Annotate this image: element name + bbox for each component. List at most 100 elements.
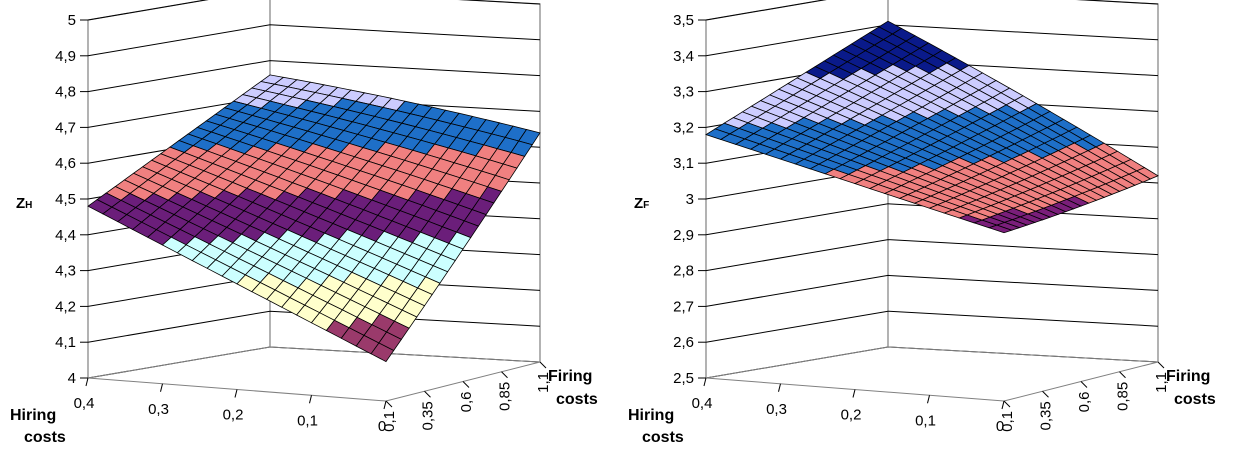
surface-cell	[370, 342, 395, 363]
z-tick-labels: 4 4,1 4,2 4,3 4,4 4,5 4,6 4,7 4,8 4,9 5	[55, 12, 88, 387]
wall-outline	[705, 0, 1159, 378]
z-gridline	[87, 310, 541, 343]
z-tick-label: 2,9	[673, 227, 694, 244]
z-axis-title: ZH	[16, 195, 32, 212]
z-tick-label: 3,3	[673, 84, 694, 101]
x-tick-label: 0,1	[915, 412, 936, 429]
y-tick-labels: 0,1 0,35 0,6 0,85 1,1	[999, 361, 1170, 432]
y-tick-mark	[1119, 371, 1126, 379]
y-tick-mark	[1042, 390, 1049, 398]
y-tick-label: 0,1	[381, 411, 398, 432]
surface	[705, 20, 1159, 234]
z-tick-label: 4,2	[55, 298, 76, 315]
surface-chart-zh: 4 4,1 4,2 4,3 4,4 4,5 4,6 4,7 4,8 4,9 5 0,4 0,3 0,2 0,…	[10, 0, 598, 446]
z-gridline	[87, 60, 541, 93]
z-gridline	[705, 310, 1159, 343]
x-tick-label: 0,3	[148, 401, 169, 418]
y-tick-label: 0,85	[497, 382, 514, 411]
x-axis-title-line1: Hiring	[10, 407, 56, 424]
z-tick-label: 4,6	[55, 155, 76, 172]
z-tick-label: 4,9	[55, 48, 76, 65]
z-tick-label: 5	[68, 12, 76, 29]
z-gridline	[87, 0, 541, 21]
plot-area: 4 4,1 4,2 4,3 4,4 4,5 4,6 4,7 4,8 4,9 5 0,4 0,3 0,2 0,…	[10, 0, 598, 446]
x-tick-mark	[703, 377, 707, 387]
y-axis-title-line2: costs	[1174, 391, 1216, 408]
z-tick-label: 4,7	[55, 119, 76, 136]
x-tick-mark	[309, 395, 312, 404]
surface-cell	[987, 224, 1013, 234]
y-tick-mark	[1003, 400, 1011, 408]
y-tick-labels: 0,1 0,35 0,6 0,85 1,1	[381, 361, 552, 432]
z-axis-title-main: Z	[634, 195, 643, 212]
y-tick-label: 1,1	[1153, 372, 1170, 393]
z-gridline	[705, 346, 1159, 379]
z-axis-title-main: Z	[16, 195, 25, 212]
x-tick-mark	[852, 389, 856, 398]
x-tick-label: 0,2	[223, 407, 244, 424]
y-axis-title-line2: costs	[556, 391, 598, 408]
y-tick-mark	[424, 390, 431, 398]
x-tick-labels: 0,4 0,3 0,2 0,1 0	[692, 377, 1005, 435]
z-tick-label: 4,5	[55, 191, 76, 208]
z-tick-label: 3,1	[673, 155, 694, 172]
x-tick-mark	[778, 383, 781, 392]
y-tick-mark	[385, 400, 393, 408]
z-gridline	[87, 24, 541, 57]
z-gridline	[87, 346, 541, 379]
z-tick-label: 4,3	[55, 263, 76, 280]
y-tick-mark	[462, 381, 470, 388]
x-axis-title-line1: Hiring	[628, 407, 674, 424]
y-tick-mark	[1080, 381, 1088, 388]
z-tick-label: 3,5	[673, 12, 694, 29]
y-tick-label: 1,1	[535, 372, 552, 393]
z-axis-title-sub: F	[643, 200, 649, 211]
x-tick-mark	[85, 377, 89, 387]
z-tick-label: 4,8	[55, 84, 76, 101]
z-tick-label: 3	[686, 191, 694, 208]
surface-chart-zf: 2,5 2,6 2,7 2,8 2,9 3 3,1 3,2 3,3 3,4 3,5 0,4 0,3 0,2…	[628, 0, 1216, 446]
z-gridline	[705, 239, 1159, 272]
z-tick-label: 2,8	[673, 263, 694, 280]
y-tick-label: 0,6	[458, 392, 475, 413]
x-tick-label: 0,4	[74, 395, 95, 412]
y-tick-label: 0,1	[999, 411, 1016, 432]
x-tick-label: 0,3	[766, 401, 787, 418]
z-tick-label: 4,4	[55, 227, 76, 244]
x-tick-mark	[383, 400, 387, 410]
x-tick-labels: 0,4 0,3 0,2 0,1 0	[74, 377, 387, 435]
x-tick-label: 0,1	[297, 412, 318, 429]
y-tick-mark	[501, 371, 508, 379]
y-tick-label: 0,85	[1115, 382, 1132, 411]
z-tick-label: 4,1	[55, 334, 76, 351]
y-tick-label: 0,35	[1038, 401, 1055, 430]
y-axis-title-line1: Firing	[1166, 368, 1210, 385]
y-tick-label: 0,6	[1076, 392, 1093, 413]
y-axis-title-line1: Firing	[548, 368, 592, 385]
surface	[87, 74, 541, 363]
wall-outline	[87, 0, 541, 378]
x-tick-label: 0,2	[841, 407, 862, 424]
z-gridline	[705, 274, 1159, 307]
z-axis-title: ZF	[634, 195, 649, 212]
x-tick-label: 0	[996, 418, 1004, 435]
z-tick-label: 3,4	[673, 48, 694, 65]
z-tick-label: 4	[68, 370, 76, 387]
y-tick-mark	[539, 361, 547, 369]
plot-area: 2,5 2,6 2,7 2,8 2,9 3 3,1 3,2 3,3 3,4 3,5 0,4 0,3 0,2…	[628, 0, 1216, 446]
x-tick-mark	[1001, 400, 1005, 410]
z-tick-label: 2,6	[673, 334, 694, 351]
z-tick-label: 2,5	[673, 370, 694, 387]
z-gridline	[705, 203, 1159, 236]
x-tick-mark	[234, 389, 238, 398]
x-axis-title-line2: costs	[642, 429, 684, 446]
z-tick-labels: 2,5 2,6 2,7 2,8 2,9 3 3,1 3,2 3,3 3,4 3,5	[673, 12, 706, 387]
y-tick-label: 0,35	[420, 401, 437, 430]
x-tick-mark	[927, 395, 930, 404]
x-axis-title-line2: costs	[24, 429, 66, 446]
x-tick-label: 0,4	[692, 395, 713, 412]
y-tick-mark	[1157, 361, 1165, 369]
x-tick-mark	[160, 383, 163, 392]
z-gridline	[705, 0, 1159, 21]
